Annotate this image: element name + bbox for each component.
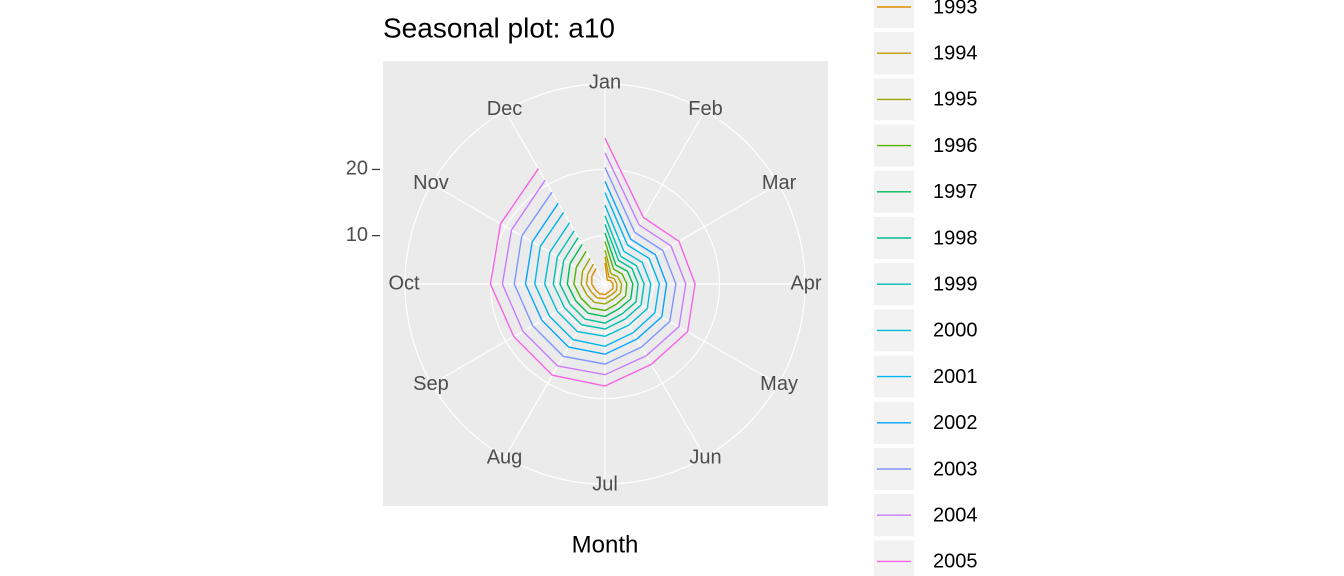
series-line (591, 262, 614, 296)
legend-label: 2003 (933, 458, 978, 480)
chart-title: Seasonal plot: a10 (383, 12, 615, 43)
spoke (604, 183, 779, 285)
series-line (534, 192, 661, 348)
series-line (489, 137, 696, 387)
y-tick-label: 20 (346, 158, 368, 180)
legend-label: 2004 (933, 504, 978, 526)
series-line (585, 256, 618, 300)
series-line (552, 215, 645, 330)
series-line (524, 181, 668, 355)
month-label: Mar (762, 172, 797, 194)
month-label: Dec (487, 98, 523, 120)
legend-label: 2002 (933, 412, 978, 434)
spoke (604, 283, 706, 458)
series-line (559, 224, 639, 324)
month-label: Feb (688, 98, 722, 120)
legend-label: 2005 (933, 551, 978, 573)
legend-key (872, 0, 916, 30)
x-axis-label: Month (572, 531, 639, 558)
month-label: Jan (589, 71, 621, 93)
month-label: Aug (487, 446, 523, 468)
legend-label: 1998 (933, 227, 978, 249)
series-line (543, 204, 652, 338)
legend-label: 2000 (933, 320, 978, 342)
month-label: Sep (413, 373, 449, 395)
spoke (504, 110, 606, 285)
legend-label: 1997 (933, 181, 978, 203)
month-label: Jul (592, 473, 618, 495)
month-label: Jun (689, 446, 721, 468)
series-line (580, 250, 623, 305)
legend-label: 1996 (933, 135, 978, 157)
legend-label: 2001 (933, 366, 978, 388)
spoke (604, 283, 779, 385)
month-label: May (760, 373, 798, 395)
month-label: Oct (388, 272, 420, 294)
spoke (604, 110, 706, 285)
series-line (513, 167, 677, 365)
series-line (501, 152, 687, 376)
legend-key (872, 538, 916, 576)
legend-label: 1999 (933, 273, 978, 295)
month-label: Apr (790, 272, 821, 294)
series-line (573, 241, 628, 312)
grid-circle (556, 235, 654, 333)
y-tick-label: 10 (346, 224, 368, 246)
legend-label: 1993 (933, 0, 978, 18)
month-label: Nov (413, 172, 449, 194)
legend-label: 1995 (933, 89, 978, 111)
legend-label: 1994 (933, 42, 978, 64)
series-line (566, 232, 634, 318)
